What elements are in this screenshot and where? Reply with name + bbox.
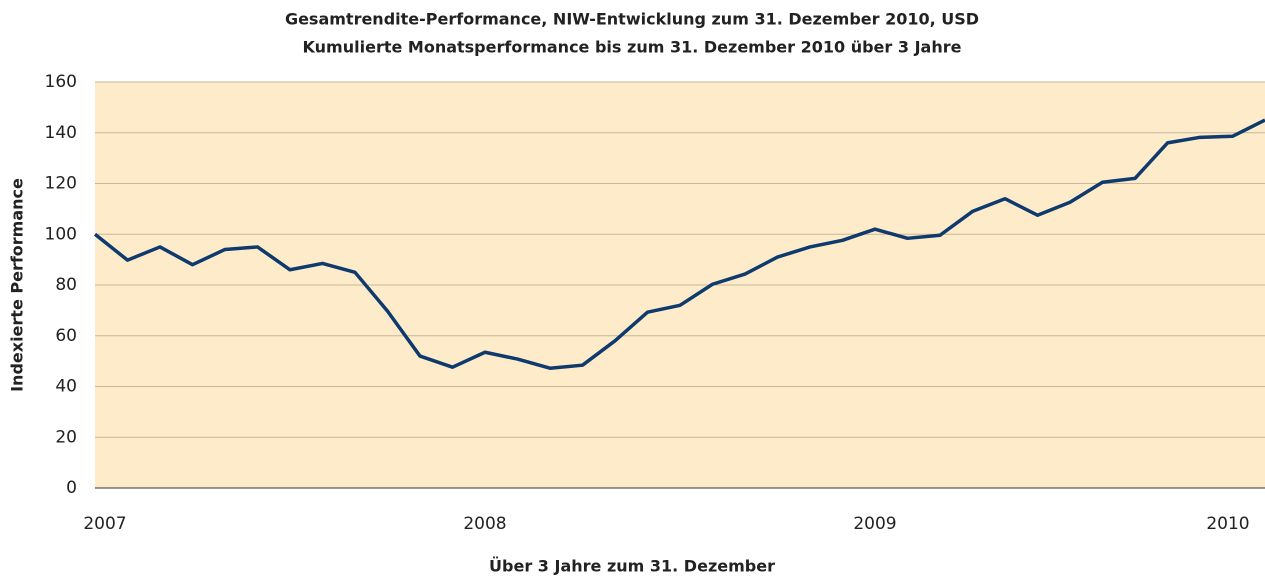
- y-tick-label: 160: [45, 72, 77, 92]
- y-tick-label: 0: [66, 478, 77, 498]
- chart-title: Gesamtrendite-Performance, NIW-Entwicklu…: [285, 10, 979, 29]
- line-series: [93, 118, 1265, 370]
- x-tick-label: 2009: [853, 514, 896, 534]
- y-tick-label: 80: [55, 275, 77, 295]
- chart-subtitle: Kumulierte Monatsperformance bis zum 31.…: [303, 38, 962, 57]
- y-tick-label: 120: [45, 174, 77, 194]
- y-tick-label: 60: [55, 326, 77, 346]
- y-tick-label: 40: [55, 377, 77, 397]
- y-tick-label: 140: [45, 123, 77, 143]
- y-tick-label: 20: [55, 427, 77, 447]
- x-tick-label: 2010: [1206, 514, 1249, 534]
- x-tick-label: 2008: [463, 514, 506, 534]
- y-axis-title: Indexierte Performance: [8, 178, 27, 392]
- x-tick-label: 2007: [83, 514, 126, 534]
- x-axis-title: Über 3 Jahre zum 31. Dezember: [489, 557, 775, 576]
- y-tick-label: 100: [45, 224, 77, 244]
